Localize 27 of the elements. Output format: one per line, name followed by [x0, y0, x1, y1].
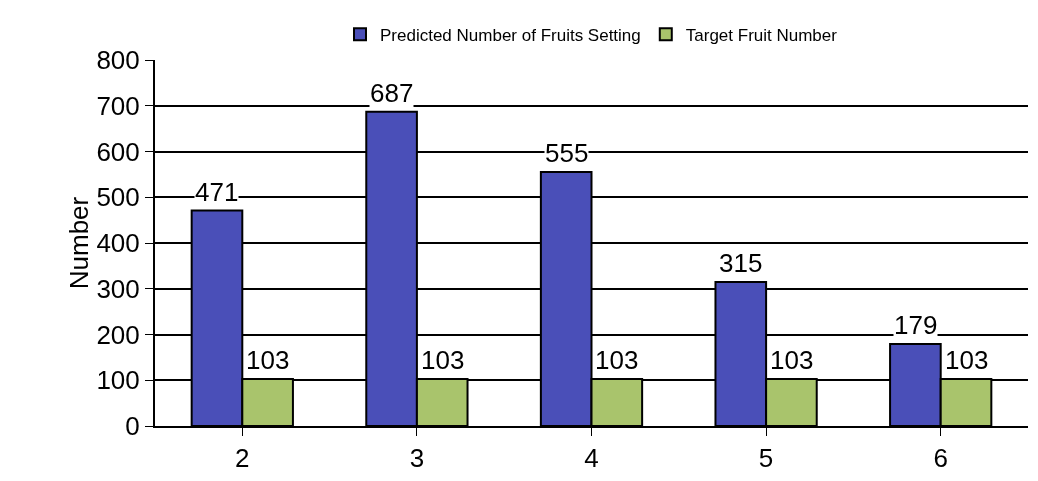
y-tick-label: 500	[96, 182, 140, 213]
data-label: 103	[770, 345, 814, 375]
data-label: 103	[421, 345, 465, 375]
x-tick-label: 5	[758, 443, 774, 474]
y-tick-label: 700	[96, 90, 140, 121]
x-tick-label: 2	[235, 443, 250, 474]
y-tick-label: 0	[125, 411, 140, 442]
data-label: 103	[945, 345, 989, 375]
legend-label: Predicted Number of Fruits Setting	[380, 25, 641, 45]
y-tick-label: 600	[96, 136, 140, 167]
y-tick-label: 400	[96, 228, 140, 259]
y-tick-label: 800	[96, 45, 140, 76]
data-label: 103	[595, 345, 639, 375]
y-axis-title: Number	[64, 196, 95, 290]
data-label: 687	[370, 78, 414, 108]
data-label: 555	[545, 138, 589, 168]
data-label: 471	[195, 177, 239, 207]
data-label: 179	[894, 310, 938, 340]
legend-label: Target Fruit Number	[685, 25, 838, 45]
data-label: 103	[246, 345, 290, 375]
y-tick-label: 100	[96, 365, 140, 396]
x-tick-label: 4	[584, 443, 599, 474]
y-tick-label: 300	[96, 273, 140, 304]
x-tick-label: 3	[409, 443, 425, 474]
x-tick-label: 6	[933, 443, 948, 474]
data-label: 315	[719, 248, 763, 278]
y-tick-label: 200	[96, 319, 140, 350]
